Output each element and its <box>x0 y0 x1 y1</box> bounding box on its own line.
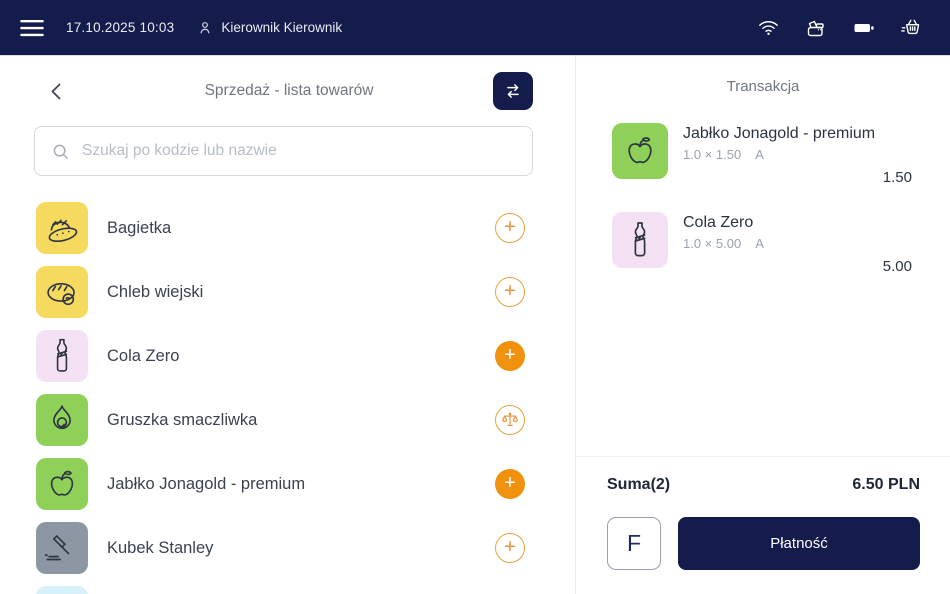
panel-header: Sprzedaż - lista towarów <box>0 56 575 114</box>
product-row[interactable]: Bagietka + <box>36 196 575 260</box>
avocado-icon <box>36 394 88 446</box>
product-row[interactable]: Gruszka smaczliwka <box>36 388 575 452</box>
product-name: Bagietka <box>107 218 172 237</box>
payment-button[interactable]: Płatność <box>678 517 920 570</box>
user-icon <box>200 21 210 33</box>
summary-row: Suma(2) 6.50 PLN <box>607 476 920 494</box>
topbar: 17.10.2025 10:03 Kierownik Kierownik <box>0 0 950 56</box>
none-icon <box>36 586 88 594</box>
payment-row: F Płatność <box>607 517 920 570</box>
basket-icon[interactable] <box>900 16 924 40</box>
product-action: + <box>495 213 525 243</box>
summary-label: Suma(2) <box>607 476 671 493</box>
product-action: + <box>495 469 525 499</box>
product-name: Jabłko Jonagold - premium <box>107 474 306 493</box>
gavel-icon <box>36 522 88 574</box>
datetime: 17.10.2025 10:03 <box>66 20 175 35</box>
product-row[interactable]: Chleb wiejski + <box>36 260 575 324</box>
product-name: Cola Zero <box>107 346 180 365</box>
add-product-button[interactable]: + <box>495 469 525 499</box>
transaction-title: Transakcja <box>726 78 800 95</box>
user-name: Kierownik Kierownik <box>221 20 343 35</box>
transaction-item-body: Jabłko Jonagold - premium 1.0 × 1.50 A 1.50 <box>683 123 912 186</box>
swap-arrows-icon <box>507 84 519 98</box>
search-box <box>34 126 533 176</box>
add-product-button[interactable]: + <box>495 277 525 307</box>
fiscal-printer-icon <box>804 16 828 40</box>
product-name: Chleb wiejski <box>107 282 204 301</box>
topbar-status-icons <box>756 16 924 40</box>
back-button[interactable] <box>45 79 69 103</box>
swap-view-button[interactable] <box>493 72 533 110</box>
summary-total: 6.50 PLN <box>852 476 920 493</box>
transaction-items: Jabłko Jonagold - premium 1.0 × 1.50 A 1.50… <box>576 123 950 301</box>
product-action: + <box>495 533 525 563</box>
search-icon <box>53 144 68 159</box>
tax-class: A <box>755 236 764 251</box>
product-action: + <box>495 341 525 371</box>
user-info[interactable]: Kierownik Kierownik <box>196 19 342 37</box>
battery-icon <box>852 16 876 40</box>
product-action <box>495 405 525 435</box>
bottle-icon <box>612 212 668 268</box>
transaction-item-total: 1.50 <box>882 169 912 186</box>
baguette-icon <box>36 202 88 254</box>
apple-icon <box>36 458 88 510</box>
page-title: Sprzedaż - lista towarów <box>204 82 374 99</box>
product-list: Bagietka + Chleb wiejski + Cola Zero + Gruszka… <box>0 196 575 594</box>
bottle-icon <box>36 330 88 382</box>
qty-line: 1.0 × 5.00 <box>683 236 742 251</box>
function-button[interactable]: F <box>607 517 661 570</box>
transaction-item-name: Jabłko Jonagold - premium <box>683 125 876 142</box>
product-row[interactable]: Kubek Stanley + <box>36 516 575 580</box>
transaction-item[interactable]: Cola Zero 1.0 × 5.00 A 5.00 <box>612 212 912 275</box>
product-name: Kubek Stanley <box>107 538 214 557</box>
product-row <box>36 580 575 594</box>
search-input[interactable] <box>82 142 517 160</box>
transaction-item-name: Cola Zero <box>683 214 754 231</box>
transaction-footer: Suma(2) 6.50 PLN F Płatność <box>576 456 950 594</box>
tax-class: A <box>755 147 764 162</box>
weigh-button[interactable] <box>495 405 525 435</box>
qty-line: 1.0 × 1.50 <box>683 147 742 162</box>
transaction-item-total: 5.00 <box>882 258 912 275</box>
add-product-button[interactable]: + <box>495 213 525 243</box>
product-name: Gruszka smaczliwka <box>107 410 258 429</box>
transaction-item-body: Cola Zero 1.0 × 5.00 A 5.00 <box>683 212 912 275</box>
menu-icon[interactable] <box>16 12 48 44</box>
transaction-item-qty: 1.0 × 5.00 A <box>683 236 912 251</box>
product-row[interactable]: Jabłko Jonagold - premium + <box>36 452 575 516</box>
transaction-item-qty: 1.0 × 1.50 A <box>683 147 912 162</box>
bread-icon <box>36 266 88 318</box>
product-panel: Sprzedaż - lista towarów Bagietka+Chleb … <box>0 56 575 594</box>
transaction-panel: Transakcja Jabłko Jonagold - premium 1.0 … <box>575 56 950 594</box>
transaction-item[interactable]: Jabłko Jonagold - premium 1.0 × 1.50 A 1.50 <box>612 123 912 186</box>
product-row[interactable]: Cola Zero + <box>36 324 575 388</box>
apple-icon <box>612 123 668 179</box>
wifi-icon <box>756 16 780 40</box>
product-action: + <box>495 277 525 307</box>
add-product-button[interactable]: + <box>495 341 525 371</box>
add-product-button[interactable]: + <box>495 533 525 563</box>
